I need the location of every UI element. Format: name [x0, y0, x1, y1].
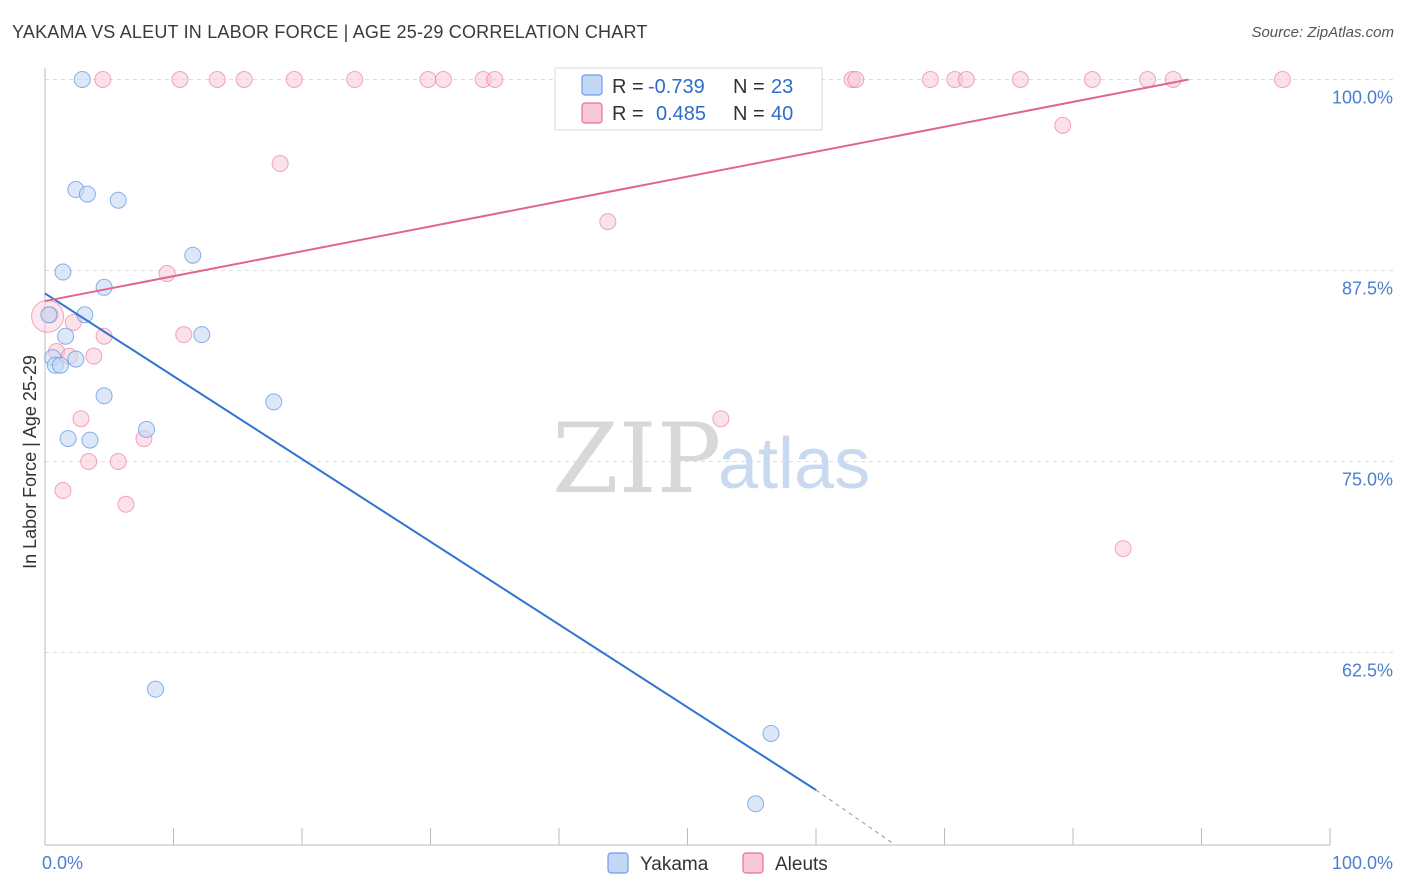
yakama-point-3 [109, 191, 127, 209]
aleut-point-26 [175, 326, 193, 344]
watermark-atlas: atlas [718, 424, 870, 504]
yakama-point-2 [78, 185, 96, 203]
aleut-point-32 [712, 410, 730, 428]
aleut-point-12 [921, 71, 939, 88]
aleut-point-34 [80, 453, 98, 470]
aleut-point-2 [208, 71, 226, 88]
yakama-point-14 [51, 356, 69, 374]
aleut-point-15 [1011, 71, 1029, 88]
yakama-point-15 [95, 387, 113, 405]
aleut-point-22 [599, 213, 617, 231]
aleut-point-5 [346, 71, 364, 88]
legend-r-label-yakama: R = [612, 76, 644, 98]
aleut-point-6 [419, 71, 437, 88]
yakama-point-17 [138, 420, 156, 438]
x-tick-label-1: 100.0% [1332, 853, 1393, 873]
aleut-trendline [44, 78, 1189, 303]
yakama-trendline-extension [815, 789, 894, 844]
yakama-point-4 [184, 246, 202, 264]
aleut-point-31 [72, 410, 90, 428]
y-tick-labels: 62.5% 75.0% 87.5% 100.0% [1332, 88, 1393, 681]
legend-n-label-aleuts: N = [733, 103, 765, 125]
yakama-point-5 [54, 263, 72, 281]
bottom-legend-swatch-yakama [607, 852, 629, 874]
aleut-point-20 [1054, 116, 1072, 134]
y-tick-label-2: 87.5% [1342, 279, 1393, 299]
legend-r-value-yakama: -0.739 [648, 76, 705, 98]
yakama-point-20 [147, 680, 165, 698]
yakama-point-9 [57, 327, 75, 345]
aleut-point-38 [1114, 540, 1132, 558]
aleut-point-36 [54, 482, 72, 500]
y-tick-label-3: 100.0% [1332, 88, 1393, 108]
yakama-point-10 [193, 326, 211, 344]
aleut-point-37 [117, 495, 135, 513]
bottom-legend-aleuts: Aleuts [775, 854, 828, 875]
legend-n-value-aleuts: 40 [771, 103, 793, 125]
chart-title: YAKAMA VS ALEUT IN LABOR FORCE | AGE 25-… [12, 22, 648, 42]
yakama-point-22 [747, 795, 765, 813]
bottom-legend-yakama: Yakama [640, 854, 709, 875]
trendlines [44, 78, 1189, 844]
aleut-point-14 [957, 71, 975, 88]
y-tick-label-1: 75.0% [1342, 470, 1393, 490]
legend-r-label-aleuts: R = [612, 103, 644, 125]
bottom-legend-swatch-aleuts [742, 852, 764, 874]
yakama-trendline [44, 292, 817, 791]
yakama-point-16 [265, 393, 283, 411]
aleut-point-7 [434, 71, 452, 88]
legend-swatch-aleuts [581, 102, 603, 124]
legend-n-value-yakama: 23 [771, 76, 793, 98]
watermark: ZIP atlas [552, 403, 870, 515]
y-tick-label-0: 62.5% [1342, 661, 1393, 681]
yakama-point-12 [67, 350, 85, 368]
bottom-legend: Yakama Aleuts [607, 852, 828, 875]
grid-lines [45, 79, 1395, 653]
aleut-point-11 [847, 71, 865, 88]
legend-swatch-yakama [581, 74, 603, 96]
x-tick-label-0: 0.0% [42, 853, 83, 873]
axes [44, 68, 1331, 846]
legend-r-value-aleuts: 0.485 [656, 103, 706, 125]
aleut-point-18 [1164, 71, 1182, 88]
aleut-point-1 [171, 71, 189, 88]
source-credit: Source: ZipAtlas.com [1251, 24, 1394, 41]
yakama-point-21 [762, 724, 780, 742]
aleut-point-0 [94, 71, 112, 88]
yakama-point-19 [81, 431, 99, 449]
legend-box: R = -0.739 N = 23 R = 0.485 N = 40 [554, 67, 823, 131]
yakama-point-7 [40, 306, 58, 324]
aleut-point-16 [1083, 71, 1101, 88]
x-tick-labels: 0.0% 100.0% [42, 853, 1393, 873]
aleut-point-35 [109, 453, 127, 470]
yakama-point-0 [73, 71, 91, 88]
aleut-point-30 [85, 347, 103, 365]
aleut-point-17 [1139, 71, 1157, 88]
yakama-points [40, 71, 780, 813]
aleut-point-21 [271, 155, 289, 173]
aleut-point-19 [1273, 71, 1291, 88]
watermark-zip: ZIP [552, 403, 721, 515]
y-axis-label: In Labor Force | Age 25-29 [20, 355, 40, 569]
aleut-point-9 [486, 71, 504, 88]
yakama-point-6 [95, 278, 113, 296]
aleut-point-4 [285, 71, 303, 88]
yakama-point-18 [59, 430, 77, 448]
legend-n-label-yakama: N = [733, 76, 765, 98]
aleut-point-3 [235, 71, 253, 88]
